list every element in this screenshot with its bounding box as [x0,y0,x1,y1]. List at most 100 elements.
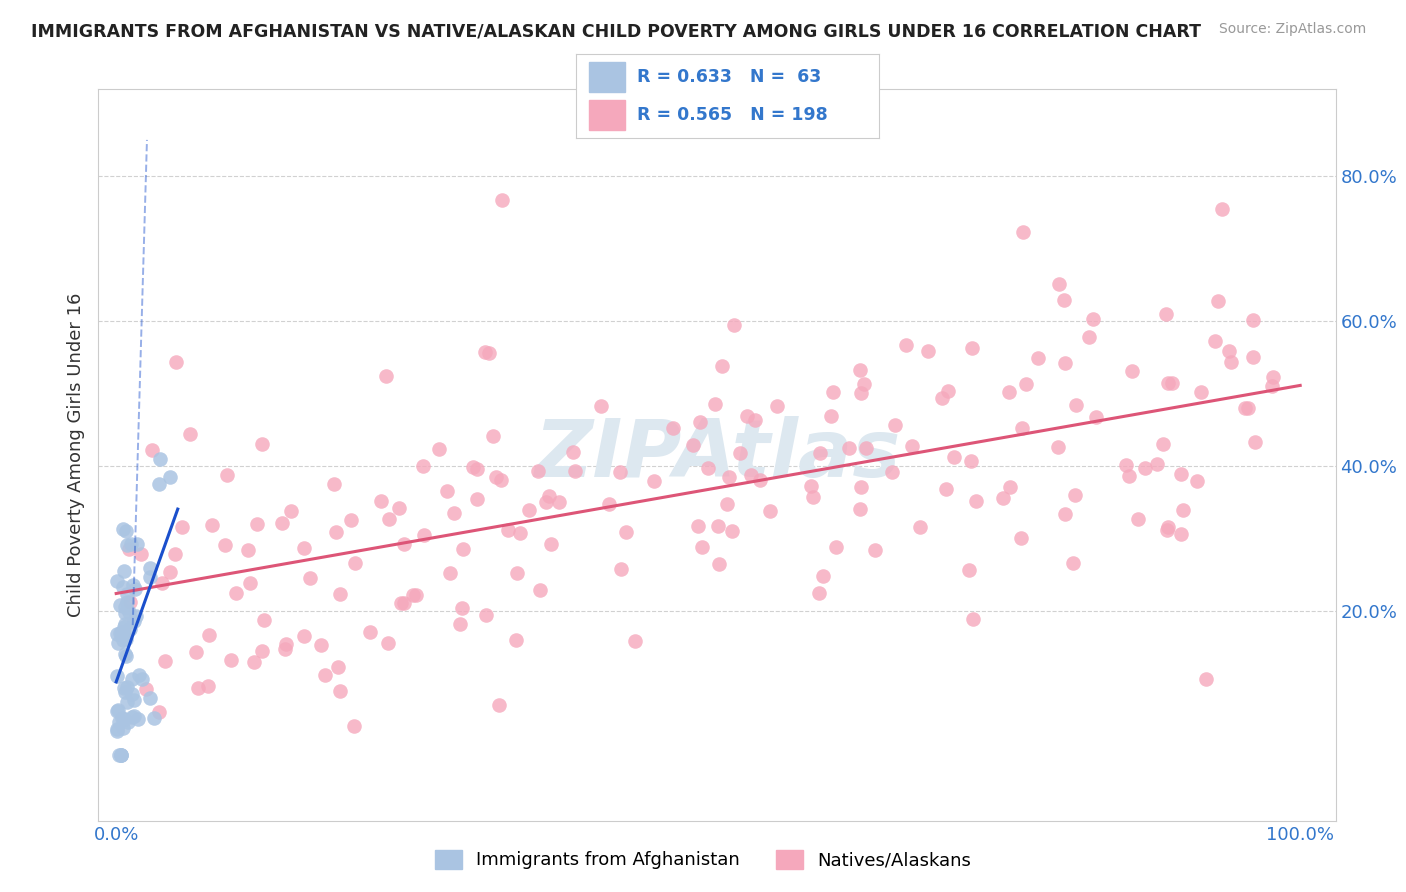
Point [112,681,135,695]
Point [880,465,903,479]
Point [482,429,505,443]
Point [412,528,434,542]
Point [141,443,163,458]
Point [120,595,142,609]
Point [1206,293,1229,308]
Point [1026,351,1049,366]
Point [359,625,381,640]
Point [723,318,745,332]
Point [110,748,132,763]
Point [1171,503,1194,517]
Point [1010,531,1032,545]
Point [800,479,823,493]
Point [450,601,472,615]
Point [131,673,153,687]
Point [111,522,134,536]
Point [108,715,131,730]
Point [388,500,411,515]
Point [849,480,872,494]
Point [1118,469,1140,483]
Point [197,679,219,693]
Point [343,719,366,733]
Point [706,519,728,533]
Point [1241,312,1264,326]
Point [855,441,877,455]
Point [883,417,905,432]
Point [690,540,713,554]
Point [122,578,145,592]
Point [198,627,221,641]
Point [1121,363,1143,377]
Point [394,537,416,551]
Point [1011,421,1033,435]
Point [131,547,153,561]
Point [329,684,352,698]
Point [339,513,361,527]
Point [534,495,557,509]
Point [343,556,366,570]
Point [716,497,738,511]
Point [105,574,128,588]
Point [849,386,872,401]
Point [121,672,143,686]
Point [662,420,685,434]
Point [848,362,870,376]
Point [370,494,392,508]
Point [391,597,413,611]
Point [153,654,176,668]
Point [1241,350,1264,364]
Point [527,464,550,478]
Point [748,473,770,487]
Point [993,491,1015,506]
Point [1233,401,1256,415]
Point [108,598,131,612]
Point [451,542,474,557]
Point [735,409,758,424]
Point [121,687,143,701]
Point [801,490,824,504]
Point [505,632,527,647]
Point [643,475,665,489]
Point [110,748,132,763]
Point [474,345,496,359]
Point [1135,461,1157,475]
Point [114,647,136,661]
Point [309,638,332,652]
Point [849,502,872,516]
Point [728,445,751,459]
Point [246,516,269,531]
Bar [589,100,624,130]
Point [1161,376,1184,390]
Point [111,580,134,594]
Point [139,570,162,584]
Point [299,571,322,585]
Point [1204,334,1226,349]
Point [598,497,620,511]
Point [139,561,162,575]
Point [461,459,484,474]
Point [443,507,465,521]
Bar [589,62,624,92]
Point [114,632,136,646]
Point [720,524,742,539]
Point [323,477,346,491]
Point [179,427,201,442]
Point [115,538,138,552]
Point [1218,343,1240,358]
Point [1062,557,1084,571]
Point [159,565,181,579]
Point [143,711,166,725]
Point [1244,434,1267,449]
Point [115,524,138,538]
Point [564,464,586,478]
Point [120,623,142,637]
Point [375,368,398,383]
Point [496,523,519,537]
Point [811,568,834,582]
Point [149,452,172,467]
Point [936,384,959,398]
Point [1064,488,1087,502]
Point [1189,384,1212,399]
Point [121,710,143,724]
Point [239,576,262,591]
